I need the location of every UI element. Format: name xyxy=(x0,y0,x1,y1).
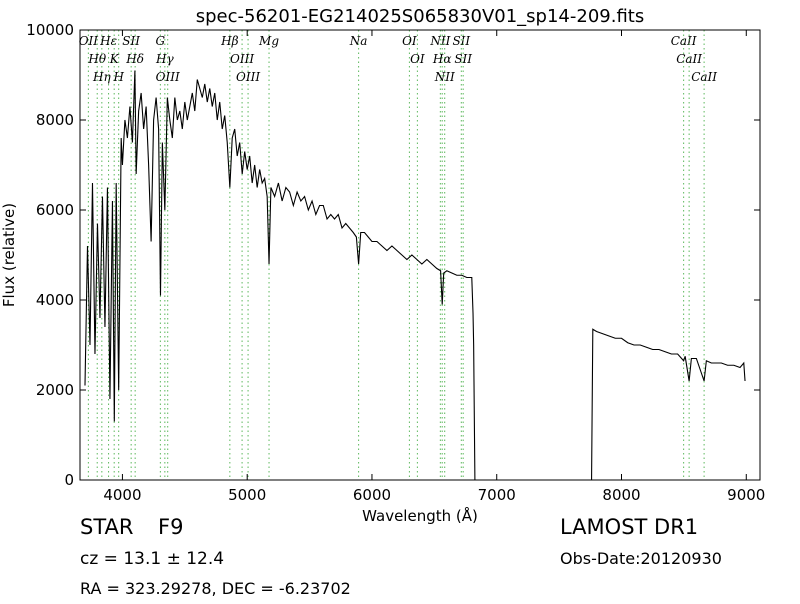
x-tick-label: 8000 xyxy=(602,486,640,504)
redshift: cz = 13.1 ± 12.4 xyxy=(80,549,224,569)
y-tick-label: 10000 xyxy=(26,21,74,39)
spectral-line-label: Hβ xyxy=(220,34,238,48)
spectral-line-label: CaII xyxy=(676,52,702,66)
spectral-line-label: CaII xyxy=(671,34,697,48)
spectral-line-label: G xyxy=(156,34,166,48)
x-tick-label: 7000 xyxy=(478,486,516,504)
spectral-line-label: CaII xyxy=(691,70,717,84)
y-axis-label: Flux (relative) xyxy=(0,203,18,307)
x-tick-label: 4000 xyxy=(103,486,141,504)
chart-title: spec-56201-EG214025S065830V01_sp14-209.f… xyxy=(196,6,644,27)
spectral-line-label: OI xyxy=(410,52,425,66)
spectral-line-label: Hε xyxy=(99,34,117,48)
spectral-line-label: Hγ xyxy=(155,52,174,66)
spectral-line-label: Hη xyxy=(92,70,111,84)
x-axis-label: Wavelength (Å) xyxy=(362,506,478,525)
survey: LAMOST DR1 xyxy=(560,515,698,539)
spectral-line-label: NII xyxy=(434,70,455,84)
x-tick-label: 5000 xyxy=(228,486,266,504)
y-tick-label: 0 xyxy=(64,471,74,489)
spectrum-line xyxy=(84,70,746,481)
y-tick-label: 4000 xyxy=(36,291,74,309)
spectral-line-label: OII xyxy=(79,34,99,48)
spectral-line-label: OIII xyxy=(156,70,180,84)
coordinates: RA = 323.29278, DEC = -6.23702 xyxy=(80,579,351,598)
subclass: F9 xyxy=(158,515,183,539)
spectral-line-label: OI xyxy=(402,34,417,48)
spectral-line-label: Mg xyxy=(258,34,279,48)
spectral-line-label: Hθ xyxy=(87,52,106,66)
spectral-line-label: SII xyxy=(454,52,472,66)
y-tick-label: 6000 xyxy=(36,201,74,219)
spectral-line-label: K xyxy=(109,52,120,66)
spectral-line-label: OIII xyxy=(230,52,254,66)
spectral-line-label: SII xyxy=(452,34,470,48)
x-tick-label: 9000 xyxy=(727,486,765,504)
y-tick-label: 8000 xyxy=(36,111,74,129)
plot-frame xyxy=(79,29,761,481)
spectral-line-label: Hα xyxy=(432,52,452,66)
object-class: STAR xyxy=(80,515,133,539)
spectral-line-label: Na xyxy=(349,34,368,48)
spectral-line-label: OIII xyxy=(236,70,260,84)
spectral-line-label: Hδ xyxy=(125,52,144,66)
spectral-line-label: H xyxy=(112,70,124,84)
x-tick-label: 6000 xyxy=(353,486,391,504)
spectral-line-label: NII xyxy=(429,34,450,48)
spectral-line-label: SII xyxy=(122,34,140,48)
y-tick-label: 2000 xyxy=(36,381,74,399)
obs-date: Obs-Date:20120930 xyxy=(560,549,722,568)
